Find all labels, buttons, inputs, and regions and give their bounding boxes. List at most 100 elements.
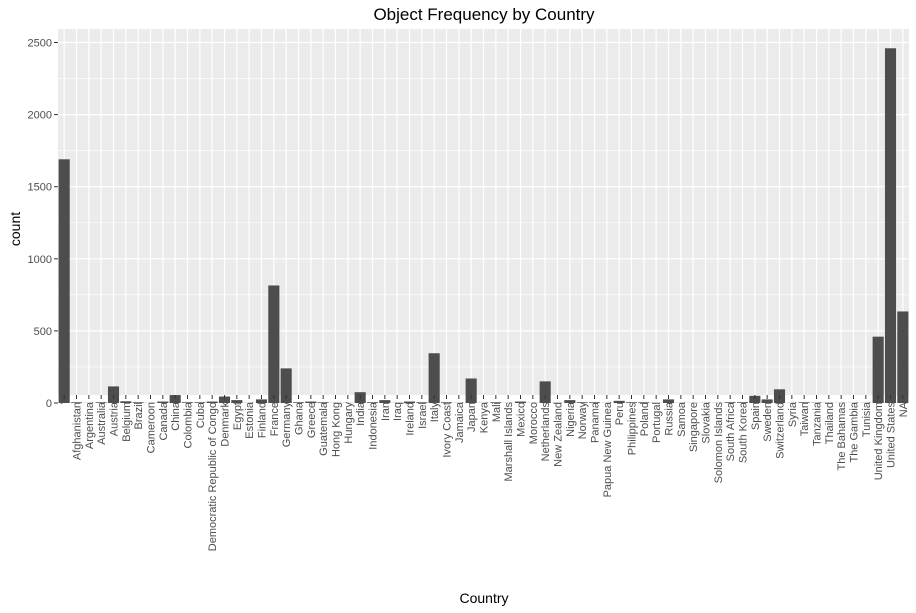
bar-mali [490, 402, 502, 403]
x-tick-label: Israel [417, 402, 429, 429]
x-tick-label: Brazil [133, 402, 145, 430]
x-tick-label: Thailand [824, 402, 836, 444]
x-tick-label: Egypt [232, 402, 244, 430]
bar-panama [588, 402, 601, 403]
bar-norway [576, 402, 588, 403]
x-tick-label: Austria [109, 401, 121, 436]
bar-taiwan [798, 402, 810, 403]
x-tick-label: Australia [96, 401, 108, 445]
x-tick-label: Ghana [294, 401, 306, 435]
x-tick-label: India [355, 401, 367, 426]
x-tick-label: Greece [306, 402, 318, 438]
x-tick-label: Netherlands [540, 402, 552, 462]
y-tick-label: 0 [46, 398, 52, 410]
bar-brazil [132, 402, 144, 403]
x-tick-label: South Africa [725, 401, 737, 461]
bar-egypt [231, 400, 243, 403]
bar-philippines [625, 402, 638, 403]
x-tick-label: Ivory Coast [442, 402, 454, 458]
bar-russia [662, 399, 675, 403]
x-tick-label: Afghanistan [72, 402, 84, 460]
bars [58, 48, 909, 403]
bar-united-states [884, 48, 897, 403]
bar-cuba [194, 402, 206, 403]
bar-italy [428, 353, 440, 403]
x-tick-label: Mali [491, 402, 503, 422]
bar-ireland [403, 401, 416, 403]
x-tick-label: Solomon Islands [713, 402, 725, 484]
bar-indonesia [366, 402, 379, 403]
x-tick-label: Marshall Islands [503, 402, 515, 482]
bar-denmark [218, 396, 231, 403]
x-tick-label: Hong Kong [331, 402, 343, 457]
x-axis: ' Afghanistan Argentina Australia Austria Bel… [59, 395, 910, 551]
bar-south-africa [724, 402, 736, 403]
x-tick-label: Estonia [244, 401, 256, 439]
bar-france [268, 285, 280, 403]
x-tick-label: Poland [639, 402, 651, 436]
x-tick-label: Iraq [392, 402, 404, 421]
x-tick-label: Norway [577, 402, 589, 440]
grid-lines [58, 29, 909, 404]
x-tick-label: Syria [787, 401, 799, 427]
x-tick-label: South Korea [738, 401, 750, 463]
x-tick-label: The Gambia [849, 401, 861, 462]
bar-united-kingdom [872, 336, 884, 403]
x-tick-label: Indonesia [368, 401, 380, 450]
bar-ivory-coast [440, 402, 453, 403]
y-tick-label: 500 [34, 326, 52, 338]
bar-israel [416, 402, 428, 403]
x-tick-label: Germany [281, 402, 293, 448]
bar-colombia [181, 402, 194, 403]
bar-netherlands [539, 381, 551, 403]
x-tick-label: Iran [380, 402, 392, 421]
bar-poland [638, 402, 650, 403]
x-tick-label: France [269, 402, 281, 436]
bar-nigeria [564, 400, 576, 403]
y-axis: 0 500 1000 1500 2000 2500 [28, 38, 58, 410]
x-tick-label: ' [59, 402, 71, 404]
x-tick-label: Switzerland [775, 402, 787, 459]
bar-mexico [514, 401, 527, 403]
x-tick-label: New Zealand [553, 402, 565, 467]
y-tick-label: 2000 [28, 110, 52, 122]
x-tick-label: Morocco [528, 402, 540, 444]
bar-ghana [292, 402, 305, 403]
x-tick-label: NA [898, 401, 910, 417]
x-tick-label: The Bahamas [836, 402, 848, 471]
x-tick-label: Mexico [516, 402, 528, 437]
y-tick-label: 1000 [28, 254, 52, 266]
bar-sweden [761, 399, 773, 403]
x-tick-label: Hungary [343, 402, 355, 444]
bar-afghanistan [70, 402, 83, 403]
y-tick-label: 2500 [28, 38, 52, 50]
x-tick-label: Jamaica [454, 401, 466, 443]
x-tick-label: Ireland [405, 402, 417, 436]
x-tick-label: Papua New Guinea [602, 401, 614, 497]
x-tick-label: Kenya [479, 401, 491, 433]
x-tick-label: United States [886, 402, 898, 469]
x-tick-label: Belgium [121, 402, 133, 442]
x-tick-label: Peru [614, 402, 626, 425]
x-tick-label: Denmark [220, 402, 232, 447]
x-tick-label: Italy [429, 402, 441, 423]
bar-japan [465, 378, 477, 403]
bar-belgium [120, 401, 132, 403]
x-tick-label: Canada [158, 401, 170, 440]
bar-south-korea [736, 402, 749, 403]
x-tick-label: Guatemala [318, 401, 330, 456]
x-tick-label: Singapore [688, 402, 700, 452]
x-tick-label: Cuba [195, 401, 207, 428]
bar- [58, 159, 70, 403]
bar-democratic-republic-of-congo [206, 401, 218, 403]
x-tick-label: United Kingdom [873, 402, 885, 480]
x-tick-label: China [170, 401, 182, 431]
y-axis-title: count [7, 212, 23, 246]
x-tick-label: Spain [750, 402, 762, 430]
x-tick-label: Russia [664, 401, 676, 436]
x-tick-label: Japan [466, 402, 478, 432]
bar-germany [280, 368, 292, 403]
x-tick-label: Democratic Republic of Congo [207, 402, 219, 551]
bar-finland [255, 399, 268, 403]
x-tick-label: Taiwan [799, 402, 811, 436]
